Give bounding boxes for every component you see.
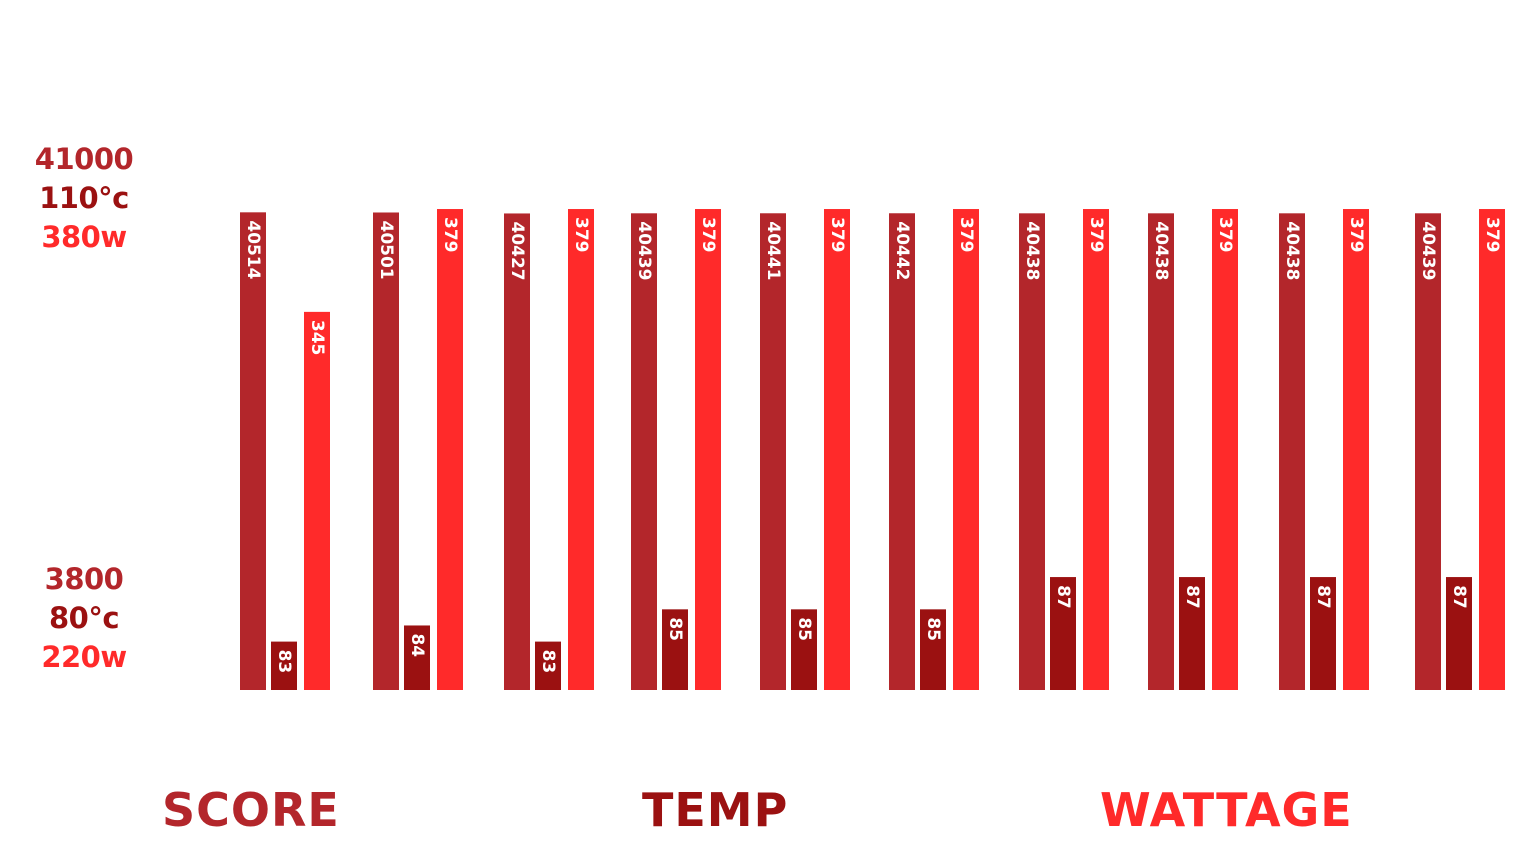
score-bar: [240, 212, 266, 690]
legend-wattage: WATTAGE: [1100, 783, 1353, 837]
score-bar-label: 40439: [634, 221, 654, 280]
wattage-bar: [1212, 209, 1238, 690]
axis-top-wattage: 380w: [41, 220, 127, 254]
axis-bottom-score: 3800: [44, 562, 124, 596]
score-bar-label: 40441: [763, 221, 783, 280]
wattage-bar-label: 379: [827, 217, 847, 253]
temp-bar-label: 87: [1182, 585, 1202, 609]
score-bar-label: 40438: [1151, 221, 1171, 280]
temp-bar-label: 85: [665, 617, 685, 641]
wattage-bar: [953, 209, 979, 690]
temp-bar: [271, 641, 297, 690]
wattage-bar-label: 379: [440, 217, 460, 253]
temp-bar-label: 87: [1449, 585, 1469, 609]
temp-bar: [1310, 577, 1336, 690]
score-bar-label: 40438: [1282, 221, 1302, 280]
score-bar: [1279, 213, 1305, 690]
score-bar: [631, 213, 657, 691]
wattage-bar-label: 379: [698, 217, 718, 253]
axis-bottom-wattage: 220w: [41, 640, 127, 674]
axis-top-labels: 41000 110°c 380w: [20, 140, 148, 257]
temp-bar: [662, 609, 688, 690]
wattage-bar: [1343, 209, 1369, 690]
legend-temp: TEMP: [642, 783, 789, 837]
temp-bar-label: 84: [407, 633, 427, 657]
score-bar: [1148, 213, 1174, 690]
temp-bar: [535, 641, 561, 690]
score-bar: [1415, 213, 1441, 691]
temp-bar: [791, 609, 817, 690]
wattage-bar-label: 379: [1215, 217, 1235, 253]
wattage-bar: [695, 209, 721, 690]
temp-bar-label: 85: [923, 617, 943, 641]
score-bar: [504, 213, 530, 691]
score-bar: [1019, 213, 1045, 690]
axis-bottom-labels: 3800 80°c 220w: [20, 560, 148, 677]
wattage-bar: [437, 209, 463, 690]
axis-top-temp: 110°c: [39, 181, 129, 215]
wattage-bar-label: 345: [307, 320, 327, 356]
temp-bar-label: 87: [1313, 585, 1333, 609]
axis-top-score: 41000: [34, 142, 134, 176]
temp-bar-label: 83: [274, 650, 294, 674]
wattage-bar: [568, 209, 594, 690]
legend-score: SCORE: [162, 783, 340, 837]
temp-bar-label: 83: [538, 650, 558, 674]
wattage-bar-label: 379: [1346, 217, 1366, 253]
score-bar-label: 40439: [1418, 221, 1438, 280]
score-bar-label: 40427: [507, 221, 527, 280]
temp-bar: [1446, 577, 1472, 690]
wattage-bar: [1083, 209, 1109, 690]
score-bar: [760, 213, 786, 690]
temp-bar: [1179, 577, 1205, 690]
temp-bar-label: 87: [1053, 585, 1073, 609]
score-bar-label: 40501: [376, 220, 396, 279]
wattage-bar-label: 379: [1482, 217, 1502, 253]
temp-bar-label: 85: [794, 617, 814, 641]
temp-bar: [1050, 577, 1076, 690]
wattage-bar: [824, 209, 850, 690]
score-bar-label: 40514: [243, 220, 263, 279]
wattage-bar-label: 379: [1086, 217, 1106, 253]
wattage-bar-label: 379: [956, 217, 976, 253]
score-bar-label: 40442: [892, 221, 912, 280]
wattage-bar-label: 379: [571, 217, 591, 253]
score-bar-label: 40438: [1022, 221, 1042, 280]
bar-groups: 40514 40501 40427 40439 40441 40442 40438 40438…: [240, 209, 1505, 691]
wattage-bar: [1479, 209, 1505, 690]
temp-bar: [404, 625, 430, 690]
temp-bar: [920, 609, 946, 690]
score-bar: [889, 213, 915, 690]
wattage-bar: [304, 311, 330, 690]
axis-bottom-temp: 80°c: [48, 601, 120, 635]
score-bar: [373, 212, 399, 690]
